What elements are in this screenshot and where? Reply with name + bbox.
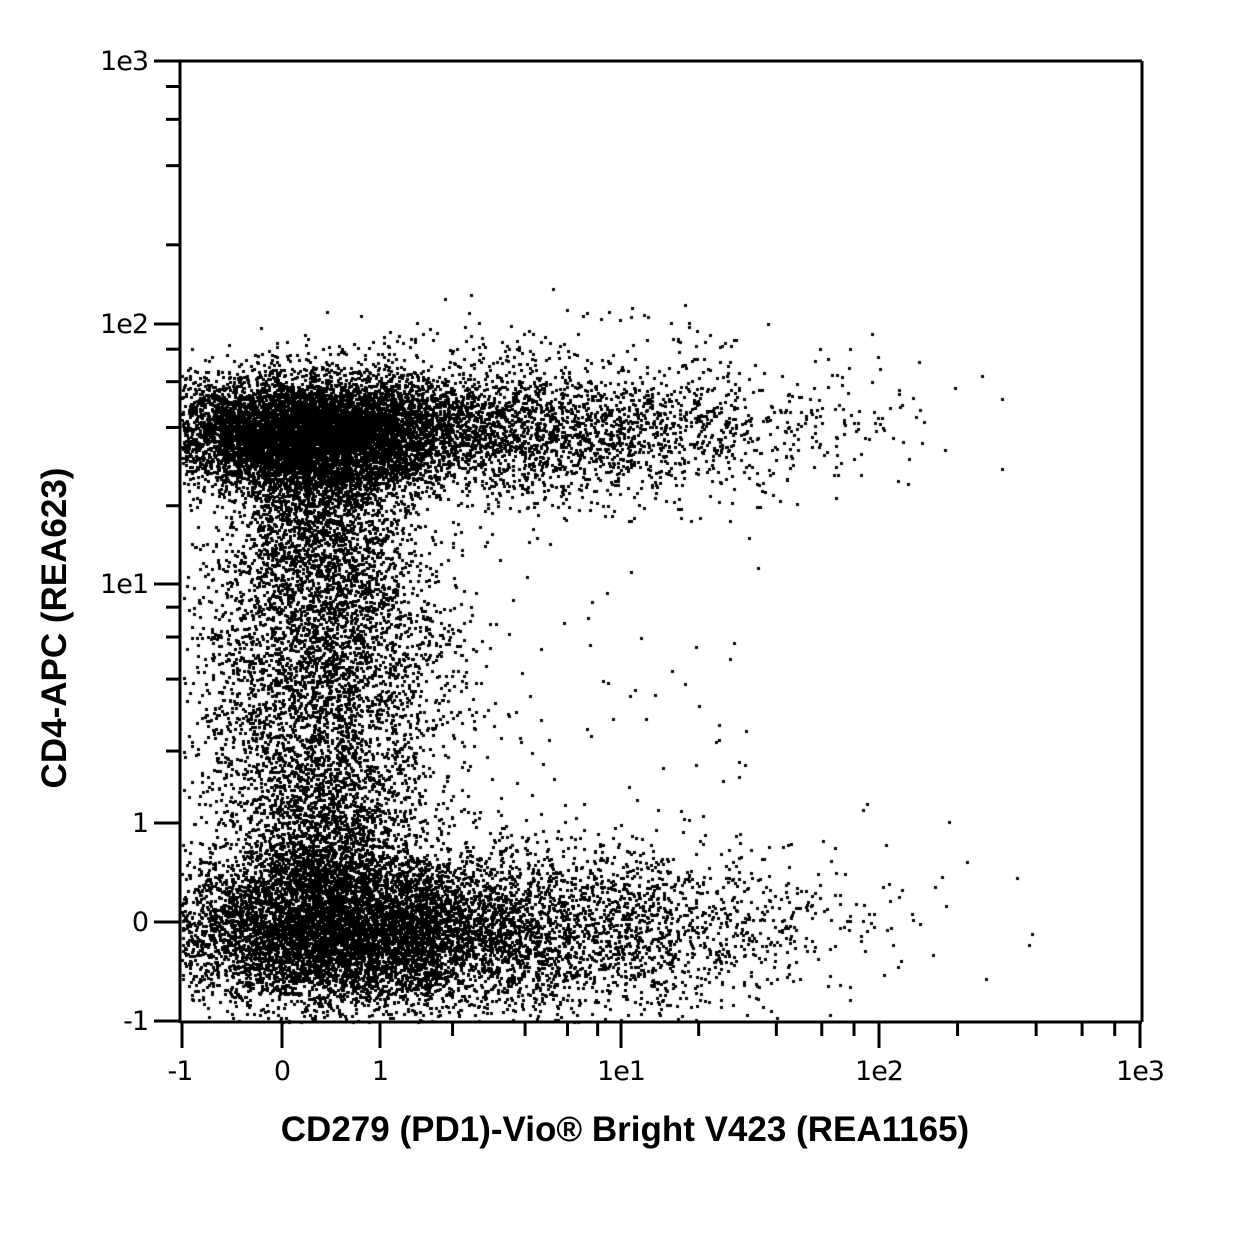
- x-tick-label-1e3: 1e3: [1116, 1056, 1165, 1087]
- x-tick-label-minus-1: -1: [167, 1056, 194, 1087]
- x-tick-label-1e1: 1e1: [597, 1056, 646, 1087]
- y-tick-label-1e2: 1e2: [100, 309, 149, 340]
- x-axis-title: CD279 (PD1)-Vio® Bright V423 (REA1165): [280, 1110, 970, 1149]
- y-tick-label-1: 1: [131, 808, 149, 839]
- y-tick-label-minus-1: -1: [123, 1006, 149, 1037]
- y-tick-label-0: 0: [131, 907, 149, 938]
- x-tick-label-0: 0: [273, 1056, 291, 1087]
- x-tick-label-1: 1: [371, 1056, 389, 1087]
- y-tick-label-1e1: 1e1: [100, 569, 149, 600]
- y-tick-label-1e3: 1e3: [100, 46, 149, 77]
- y-axis-title: CD4-APC (REA623): [35, 467, 74, 789]
- x-tick-label-1e2: 1e2: [855, 1056, 904, 1087]
